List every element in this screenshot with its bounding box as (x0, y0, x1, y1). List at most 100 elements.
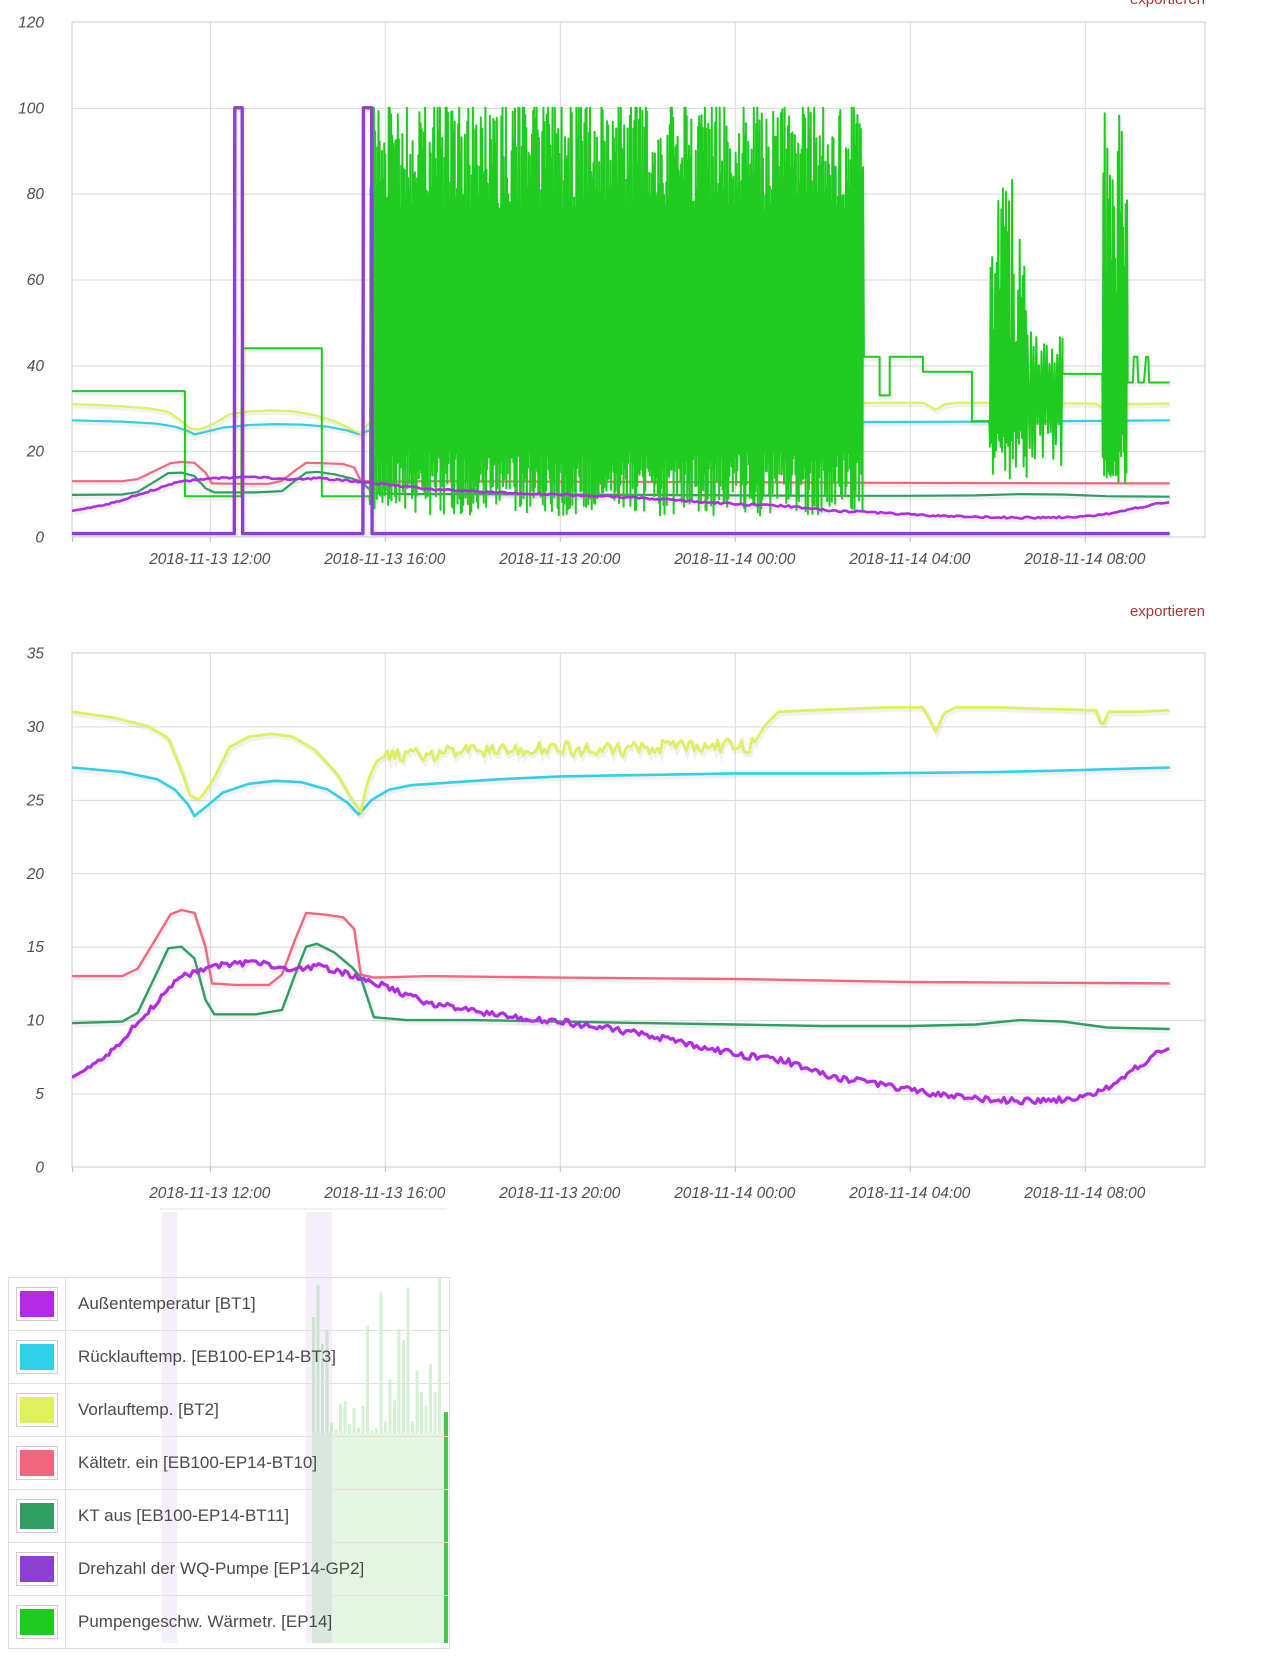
series-bt10-line (72, 908, 1170, 987)
ghost-green-bar (370, 1430, 374, 1433)
legend-swatch-cell (9, 1384, 66, 1436)
x-tick-label: 2018-11-14 04:00 (848, 551, 971, 568)
legend-item-bt10[interactable]: Kältetr. ein [EB100-EP14-BT10] (9, 1436, 449, 1489)
series-gp2-line (72, 106, 1170, 536)
ghost-green-bar (316, 1285, 320, 1433)
y-tick-label: 5 (35, 1086, 44, 1103)
legend-label: Vorlauftemp. [BT2] (78, 1400, 219, 1419)
series-bt1-shadow (72, 476, 1171, 524)
x-tick-label: 2018-11-13 16:00 (323, 551, 446, 568)
series-bt3-line (72, 766, 1170, 818)
legend-item-bt3[interactable]: Rücklauftemp. [EB100-EP14-BT3] (9, 1330, 449, 1383)
legend-swatch-cell (9, 1596, 66, 1648)
chart-temp-plot-area[interactable] (71, 652, 1206, 1168)
legend-swatch-cell (9, 1437, 66, 1489)
y-tick-label: 80 (27, 186, 45, 203)
ghost-green-bar (411, 1421, 414, 1433)
ghost-green-bar (330, 1422, 333, 1433)
ghost-green-bar (348, 1424, 351, 1433)
y-tick-label: 30 (27, 719, 45, 736)
legend-label: Drehzahl der WQ-Pumpe [EP14-GP2] (78, 1559, 365, 1578)
legend-swatch-cell (9, 1331, 66, 1383)
legend-item-bt2[interactable]: Vorlauftemp. [BT2] (9, 1383, 449, 1436)
series-ep14-line (72, 106, 1170, 517)
legend-label: Außentemperatur [BT1] (78, 1294, 256, 1313)
x-tick-label: 2018-11-14 00:00 (673, 1185, 796, 1202)
ghost-green-bar (415, 1370, 419, 1433)
legend-item-gp2[interactable]: Drehzahl der WQ-Pumpe [EP14-GP2] (9, 1542, 449, 1595)
x-tick-label: 2018-11-14 08:00 (1023, 1185, 1146, 1202)
ghost-green-bar (433, 1392, 437, 1433)
legend-color-swatch-bt2 (16, 1393, 58, 1427)
series-bt11-line (72, 470, 1170, 498)
ghost-green-bar (312, 1317, 315, 1433)
ghost-green-bar (343, 1400, 347, 1433)
x-tick-label: 2018-11-14 04:00 (848, 1185, 971, 1202)
ghost-chart-fragment (160, 1208, 448, 1643)
ghost-green-bar (366, 1325, 369, 1433)
ghost-green-bar (424, 1405, 428, 1433)
chart-temp-gridlines (72, 653, 1205, 1172)
chart-temp-x-axis-labels: 2018-11-13 12:00 2018-11-13 16:00 2018-11-… (148, 1185, 1146, 1202)
legend-item-bt11[interactable]: KT aus [EB100-EP14-BT11] (9, 1489, 449, 1542)
chart-speed-y-axis-labels: 0 20 40 60 80 100 120 (18, 15, 44, 547)
y-tick-label: 35 (27, 646, 45, 663)
x-tick-label: 2018-11-13 20:00 (498, 551, 621, 568)
x-tick-label: 2018-11-13 12:00 (148, 551, 271, 568)
ghost-green-bar (339, 1403, 342, 1433)
ghost-purple-band (162, 1212, 177, 1643)
ghost-green-bar (352, 1407, 356, 1433)
y-tick-label: 100 (18, 100, 44, 117)
ghost-green-bar (379, 1292, 383, 1433)
legend-item-bt1[interactable]: Außentemperatur [BT1] (9, 1278, 449, 1330)
chart-temp-y-axis-labels: 0 5 10 15 20 25 30 35 (26, 646, 45, 1177)
legend-item-ep14[interactable]: Pumpengeschw. Wärmetr. [EP14] (9, 1595, 449, 1648)
x-tick-label: 2018-11-14 00:00 (673, 551, 796, 568)
ghost-green-bar (402, 1340, 405, 1433)
legend-color-swatch-ep14 (16, 1605, 58, 1639)
ghost-green-bar (321, 1343, 324, 1433)
legend-label: KT aus [EB100-EP14-BT11] (78, 1506, 290, 1525)
legend-swatch-cell (9, 1490, 66, 1542)
ghost-green-line (444, 1412, 448, 1643)
series-bt2-line (72, 705, 1170, 813)
legend-swatch-cell (9, 1278, 66, 1330)
legend-label: Rücklauftemp. [EB100-EP14-BT3] (78, 1347, 336, 1366)
legend-color-swatch-bt3 (16, 1340, 58, 1374)
legend-color-swatch-bt1 (16, 1287, 58, 1321)
chart-temp-series (72, 705, 1172, 1110)
legend-color-swatch-gp2 (16, 1552, 58, 1586)
ghost-green-bar (406, 1288, 410, 1433)
series-bt11-line (72, 942, 1170, 1031)
series-bt10-shadow (73, 910, 1172, 990)
ghost-green-bar (429, 1363, 432, 1433)
series-bt1-line (72, 959, 1170, 1106)
x-tick-label: 2018-11-13 20:00 (498, 1185, 621, 1202)
export-link-chart-speed[interactable]: exportieren (1130, 0, 1205, 8)
legend-swatch-cell (9, 1543, 66, 1595)
y-tick-label: 0 (35, 530, 44, 547)
chart-speed-x-axis-labels: 2018-11-13 12:00 2018-11-13 16:00 2018-11-… (148, 551, 1146, 568)
legend-color-swatch-bt11 (16, 1499, 58, 1533)
legend-label: Pumpengeschw. Wärmetr. [EP14] (78, 1612, 333, 1631)
ghost-green-bar (393, 1400, 396, 1433)
export-link-chart-temp[interactable]: exportieren (1129, 603, 1205, 620)
y-tick-label: 120 (18, 15, 44, 32)
ghost-green-bar (325, 1329, 329, 1433)
legend-color-swatch-bt10 (16, 1446, 58, 1480)
legend: Außentemperatur [BT1] Rücklauftemp. [EB10… (8, 1277, 450, 1649)
ghost-green-bar (375, 1428, 378, 1433)
series-bt10-line (72, 460, 1170, 485)
chart-speed-series (72, 106, 1172, 537)
legend-label: Kältetr. ein [EB100-EP14-BT10] (78, 1453, 318, 1472)
x-tick-label: 2018-11-13 12:00 (148, 1185, 271, 1202)
ghost-green-bar (438, 1277, 441, 1433)
y-tick-label: 0 (35, 1160, 44, 1177)
y-tick-label: 20 (26, 866, 45, 883)
x-tick-label: 2018-11-14 08:00 (1023, 551, 1146, 568)
y-tick-label: 25 (26, 792, 45, 809)
